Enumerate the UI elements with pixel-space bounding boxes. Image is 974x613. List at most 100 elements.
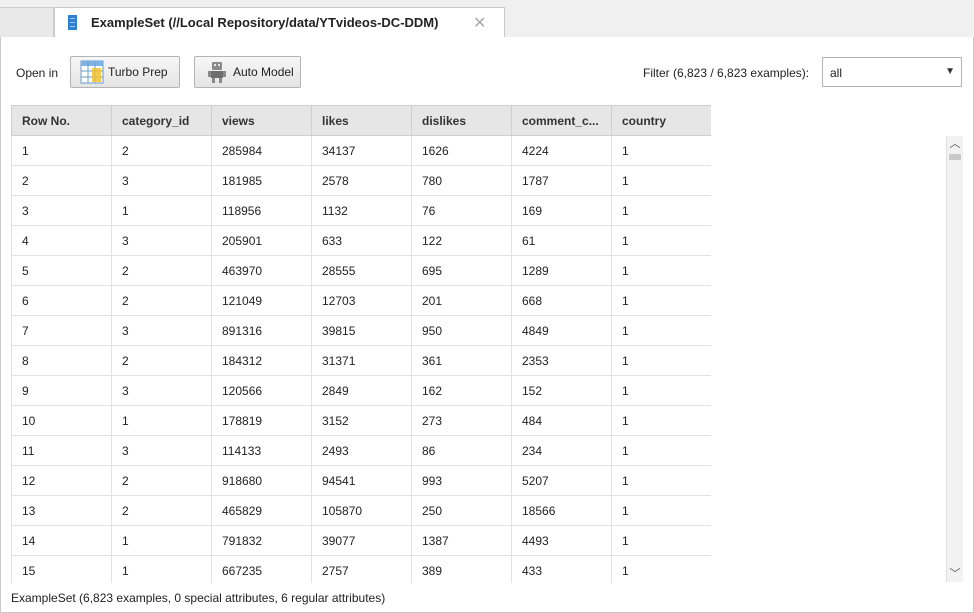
table-cell: 61 [511,225,612,256]
turbo-prep-button[interactable]: Turbo Prep [70,56,180,88]
column-header[interactable]: Row No. [11,105,112,136]
table-cell: 2353 [511,345,612,376]
table-cell: 11 [11,435,112,466]
table-cell: 76 [411,195,512,226]
tab-exampleset[interactable]: ExampleSet (//Local Repository/data/YTvi… [54,7,505,38]
table-cell: 121049 [211,285,312,316]
table-cell: 13 [11,495,112,526]
table-cell: 484 [511,405,612,436]
column-header[interactable]: views [211,105,312,136]
table-cell: 780 [411,165,512,196]
table-cell: 1 [611,435,711,466]
table-cell: 169 [511,195,612,226]
table-cell: 2 [111,285,212,316]
table-cell: 118956 [211,195,312,226]
table-cell: 465829 [211,495,312,526]
vertical-scrollbar[interactable]: ︿ ﹀ [946,136,963,582]
filter-label: Filter (6,823 / 6,823 examples): [643,66,810,80]
scroll-thumb[interactable] [949,154,961,160]
table-cell: 633 [311,225,412,256]
table-row[interactable]: 11 3 114133 2493 86 234 1 [11,435,711,466]
tab-previous[interactable] [0,7,54,38]
table-cell: 39077 [311,525,412,556]
table-cell: 361 [411,345,512,376]
table-row[interactable]: 7 3 891316 39815 950 4849 1 [11,315,711,346]
table-cell: 120566 [211,375,312,406]
table-cell: 1 [111,405,212,436]
table-cell: 1 [611,285,711,316]
status-bar: ExampleSet (6,823 examples, 0 special at… [11,591,386,605]
table-row[interactable]: 13 2 465829 105870 250 18566 1 [11,495,711,526]
table-cell: 891316 [211,315,312,346]
table-row[interactable]: 9 3 120566 2849 162 152 1 [11,375,711,406]
table-cell: 1787 [511,165,612,196]
scroll-down-icon[interactable]: ﹀ [949,568,961,580]
auto-model-button[interactable]: Auto Model [194,56,301,88]
table-row[interactable]: 3 1 118956 1132 76 169 1 [11,195,711,226]
table-cell: 993 [411,465,512,496]
table-cell: 389 [411,555,512,583]
turbo-prep-label: Turbo Prep [108,65,168,79]
table-cell: 122 [411,225,512,256]
scroll-up-icon[interactable]: ︿ [949,138,961,150]
table-cell: 3 [11,195,112,226]
table-cell: 1 [611,315,711,346]
table-row[interactable]: 2 3 181985 2578 780 1787 1 [11,165,711,196]
table-row[interactable]: 12 2 918680 94541 993 5207 1 [11,465,711,496]
table-cell: 201 [411,285,512,316]
column-header[interactable]: likes [311,105,412,136]
column-header[interactable]: country [611,105,711,136]
table-cell: 4493 [511,525,612,556]
filter-dropdown[interactable]: all ▼ [822,57,962,87]
table-header-row: Row No. category_id views likes dislikes… [11,105,711,136]
table-cell: 667235 [211,555,312,583]
table-cell: 2 [111,255,212,286]
table-row[interactable]: 8 2 184312 31371 361 2353 1 [11,345,711,376]
table-cell: 9 [11,375,112,406]
table-cell: 1626 [411,135,512,166]
table-cell: 1 [611,225,711,256]
table-cell: 178819 [211,405,312,436]
tab-title: ExampleSet (//Local Repository/data/YTvi… [91,15,439,30]
table-row[interactable]: 5 2 463970 28555 695 1289 1 [11,255,711,286]
table-cell: 1 [611,195,711,226]
table-row[interactable]: 15 1 667235 2757 389 433 1 [11,555,711,583]
table-cell: 205901 [211,225,312,256]
table-cell: 152 [511,375,612,406]
table-cell: 5207 [511,465,612,496]
table-row[interactable]: 4 3 205901 633 122 61 1 [11,225,711,256]
table-cell: 2757 [311,555,412,583]
table-cell: 1 [611,525,711,556]
table-cell: 2 [11,165,112,196]
table-cell: 1 [611,555,711,583]
table-cell: 3152 [311,405,412,436]
table-cell: 1 [611,465,711,496]
table-cell: 18566 [511,495,612,526]
table-cell: 695 [411,255,512,286]
table-cell: 4 [11,225,112,256]
table-row[interactable]: 6 2 121049 12703 201 668 1 [11,285,711,316]
table-row[interactable]: 14 1 791832 39077 1387 4493 1 [11,525,711,556]
table-cell: 2849 [311,375,412,406]
filter-value: all [830,66,843,80]
table-cell: 2493 [311,435,412,466]
column-header[interactable]: comment_c... [511,105,612,136]
column-header[interactable]: category_id [111,105,212,136]
table-cell: 1132 [311,195,412,226]
table-row[interactable]: 1 2 285984 34137 1626 4224 1 [11,135,711,166]
table-cell: 4224 [511,135,612,166]
close-icon[interactable]: ✕ [473,15,487,32]
table-cell: 14 [11,525,112,556]
auto-model-label: Auto Model [233,65,294,79]
table-cell: 433 [511,555,612,583]
column-header[interactable]: dislikes [411,105,512,136]
table-cell: 3 [111,165,212,196]
table-cell: 918680 [211,465,312,496]
table-cell: 273 [411,405,512,436]
table-row[interactable]: 10 1 178819 3152 273 484 1 [11,405,711,436]
table-cell: 3 [111,435,212,466]
table-cell: 5 [11,255,112,286]
table-cell: 12703 [311,285,412,316]
table-cell: 2 [111,345,212,376]
table-cell: 250 [411,495,512,526]
